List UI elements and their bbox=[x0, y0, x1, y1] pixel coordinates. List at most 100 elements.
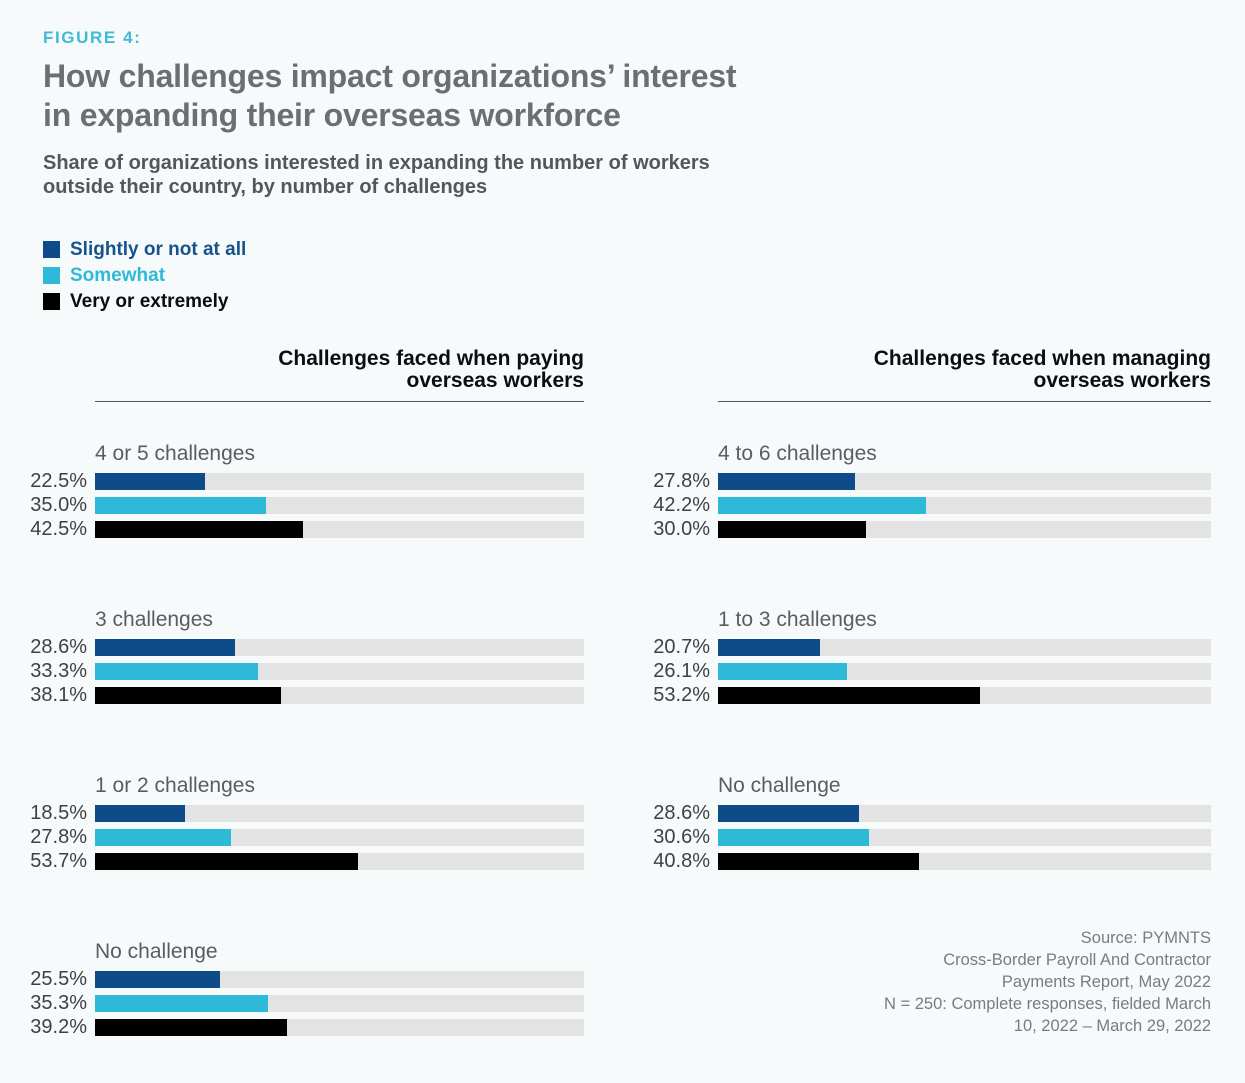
bar-group-1-or-2-challenges: 1 or 2 challenges 18.5% 27.8% 53.7% bbox=[25, 774, 584, 872]
charts-area: Challenges faced when paying overseas wor… bbox=[25, 348, 1211, 1037]
legend-swatch-very bbox=[43, 293, 60, 310]
legend: Slightly or not at all Somewhat Very or … bbox=[43, 239, 1211, 312]
bar-somewhat bbox=[718, 497, 927, 514]
bar-somewhat bbox=[718, 663, 847, 680]
bar-very bbox=[718, 853, 920, 870]
bar-value-label: 30.0% bbox=[653, 518, 710, 540]
bar-row: 27.8% bbox=[648, 470, 1211, 492]
bar-row: 35.3% bbox=[25, 992, 584, 1014]
bar-somewhat bbox=[95, 663, 258, 680]
bar-track bbox=[718, 663, 1211, 680]
bar-row: 28.6% bbox=[648, 802, 1211, 824]
divider-line bbox=[718, 401, 1211, 402]
bar-group-title: 1 or 2 challenges bbox=[95, 774, 255, 797]
bar-row: 53.7% bbox=[25, 850, 584, 872]
bar-group-3-challenges: 3 challenges 28.6% 33.3% 38.1% bbox=[25, 608, 584, 706]
chart-managing-header: Challenges faced when managing overseas w… bbox=[648, 348, 1211, 392]
bar-row: 27.8% bbox=[25, 826, 584, 848]
figure-subtitle: Share of organizations interested in exp… bbox=[43, 151, 1211, 199]
bar-track bbox=[95, 497, 584, 514]
bar-track bbox=[718, 473, 1211, 490]
bar-value-label: 35.0% bbox=[30, 494, 87, 516]
bar-value-label: 53.2% bbox=[653, 684, 710, 706]
bar-group-no-challenge: No challenge 28.6% 30.6% 40.8% bbox=[648, 774, 1211, 872]
legend-item-somewhat: Somewhat bbox=[43, 265, 1211, 286]
bar-group-title: 4 to 6 challenges bbox=[718, 442, 877, 465]
bar-very bbox=[95, 853, 358, 870]
figure-subtitle-line-2: outside their country, by number of chal… bbox=[43, 176, 488, 198]
bar-slightly bbox=[95, 639, 235, 656]
divider-line bbox=[95, 401, 584, 402]
figure-title: How challenges impact organizations’ int… bbox=[43, 57, 1211, 135]
bar-value-label: 40.8% bbox=[653, 850, 710, 872]
bar-row: 30.6% bbox=[648, 826, 1211, 848]
bar-track bbox=[718, 829, 1211, 846]
bar-slightly bbox=[95, 971, 220, 988]
source-line: N = 250: Complete responses, fielded Mar… bbox=[884, 995, 1211, 1013]
bar-row: 42.5% bbox=[25, 519, 584, 539]
bar-track bbox=[718, 497, 1211, 514]
bar-track bbox=[718, 687, 1211, 704]
bar-track bbox=[718, 521, 1211, 538]
bar-value-label: 27.8% bbox=[653, 470, 710, 492]
bar-slightly bbox=[718, 805, 859, 822]
figure-title-line-1: How challenges impact organizations’ int… bbox=[43, 58, 737, 94]
legend-label-slightly: Slightly or not at all bbox=[70, 239, 247, 260]
bar-group-no-challenge: No challenge 25.5% 35.3% 39.2% bbox=[25, 940, 584, 1038]
bar-group-4-or-5-challenges: 4 or 5 challenges 22.5% 35.0% 42.5% bbox=[25, 442, 584, 539]
bar-row: 35.0% bbox=[25, 494, 584, 516]
bar-row: 38.1% bbox=[25, 684, 584, 706]
legend-item-slightly: Slightly or not at all bbox=[43, 239, 1211, 260]
bar-row: 25.5% bbox=[25, 968, 584, 990]
bar-row: 42.2% bbox=[648, 494, 1211, 516]
bar-value-label: 30.6% bbox=[653, 826, 710, 848]
legend-item-very: Very or extremely bbox=[43, 291, 1211, 312]
bar-row: 22.5% bbox=[25, 471, 584, 491]
bar-track bbox=[95, 687, 584, 704]
bar-row: 28.6% bbox=[25, 636, 584, 658]
bar-value-label: 53.7% bbox=[30, 850, 87, 872]
bar-group-title: 4 or 5 challenges bbox=[95, 442, 255, 465]
chart-managing: Challenges faced when managing overseas w… bbox=[648, 348, 1211, 1037]
bar-slightly bbox=[718, 473, 856, 490]
bar-value-label: 39.2% bbox=[30, 1016, 87, 1038]
bar-slightly bbox=[95, 805, 186, 822]
bar-value-label: 28.6% bbox=[653, 802, 710, 824]
bar-value-label: 25.5% bbox=[30, 968, 87, 990]
bar-row: 20.7% bbox=[648, 637, 1211, 657]
bar-row: 53.2% bbox=[648, 684, 1211, 706]
bar-track bbox=[95, 663, 584, 680]
bar-track bbox=[95, 473, 584, 490]
bar-track bbox=[718, 805, 1211, 822]
bar-track bbox=[95, 805, 584, 822]
bar-value-label: 33.3% bbox=[30, 660, 87, 682]
bar-track bbox=[718, 639, 1211, 656]
figure-subtitle-line-1: Share of organizations interested in exp… bbox=[43, 152, 710, 174]
chart-paying-header-line-2: overseas workers bbox=[406, 369, 584, 392]
figure-title-line-2: in expanding their overseas workforce bbox=[43, 97, 621, 133]
bar-somewhat bbox=[718, 829, 869, 846]
bar-row: 40.8% bbox=[648, 850, 1211, 872]
bar-value-label: 38.1% bbox=[30, 684, 87, 706]
bar-track bbox=[95, 853, 584, 870]
source-note: Source: PYMNTS Cross-Border Payroll And … bbox=[648, 927, 1211, 1037]
chart-paying-header: Challenges faced when paying overseas wor… bbox=[25, 348, 584, 392]
bar-very bbox=[95, 521, 303, 538]
source-line: Cross-Border Payroll And Contractor bbox=[943, 951, 1211, 969]
chart-managing-header-line-1: Challenges faced when managing bbox=[873, 347, 1211, 370]
bar-value-label: 28.6% bbox=[30, 636, 87, 658]
legend-label-somewhat: Somewhat bbox=[70, 265, 166, 286]
bar-value-label: 35.3% bbox=[30, 992, 87, 1014]
bar-very bbox=[718, 521, 866, 538]
bar-value-label: 42.2% bbox=[653, 494, 710, 516]
bar-track bbox=[95, 639, 584, 656]
bar-value-label: 27.8% bbox=[30, 826, 87, 848]
legend-swatch-somewhat bbox=[43, 267, 60, 284]
bar-group-title: 3 challenges bbox=[95, 608, 213, 631]
bar-somewhat bbox=[95, 829, 231, 846]
bar-track bbox=[95, 1019, 584, 1036]
source-line: Payments Report, May 2022 bbox=[1001, 973, 1211, 991]
bar-group-title: No challenge bbox=[718, 774, 841, 797]
bar-row: 26.1% bbox=[648, 661, 1211, 681]
